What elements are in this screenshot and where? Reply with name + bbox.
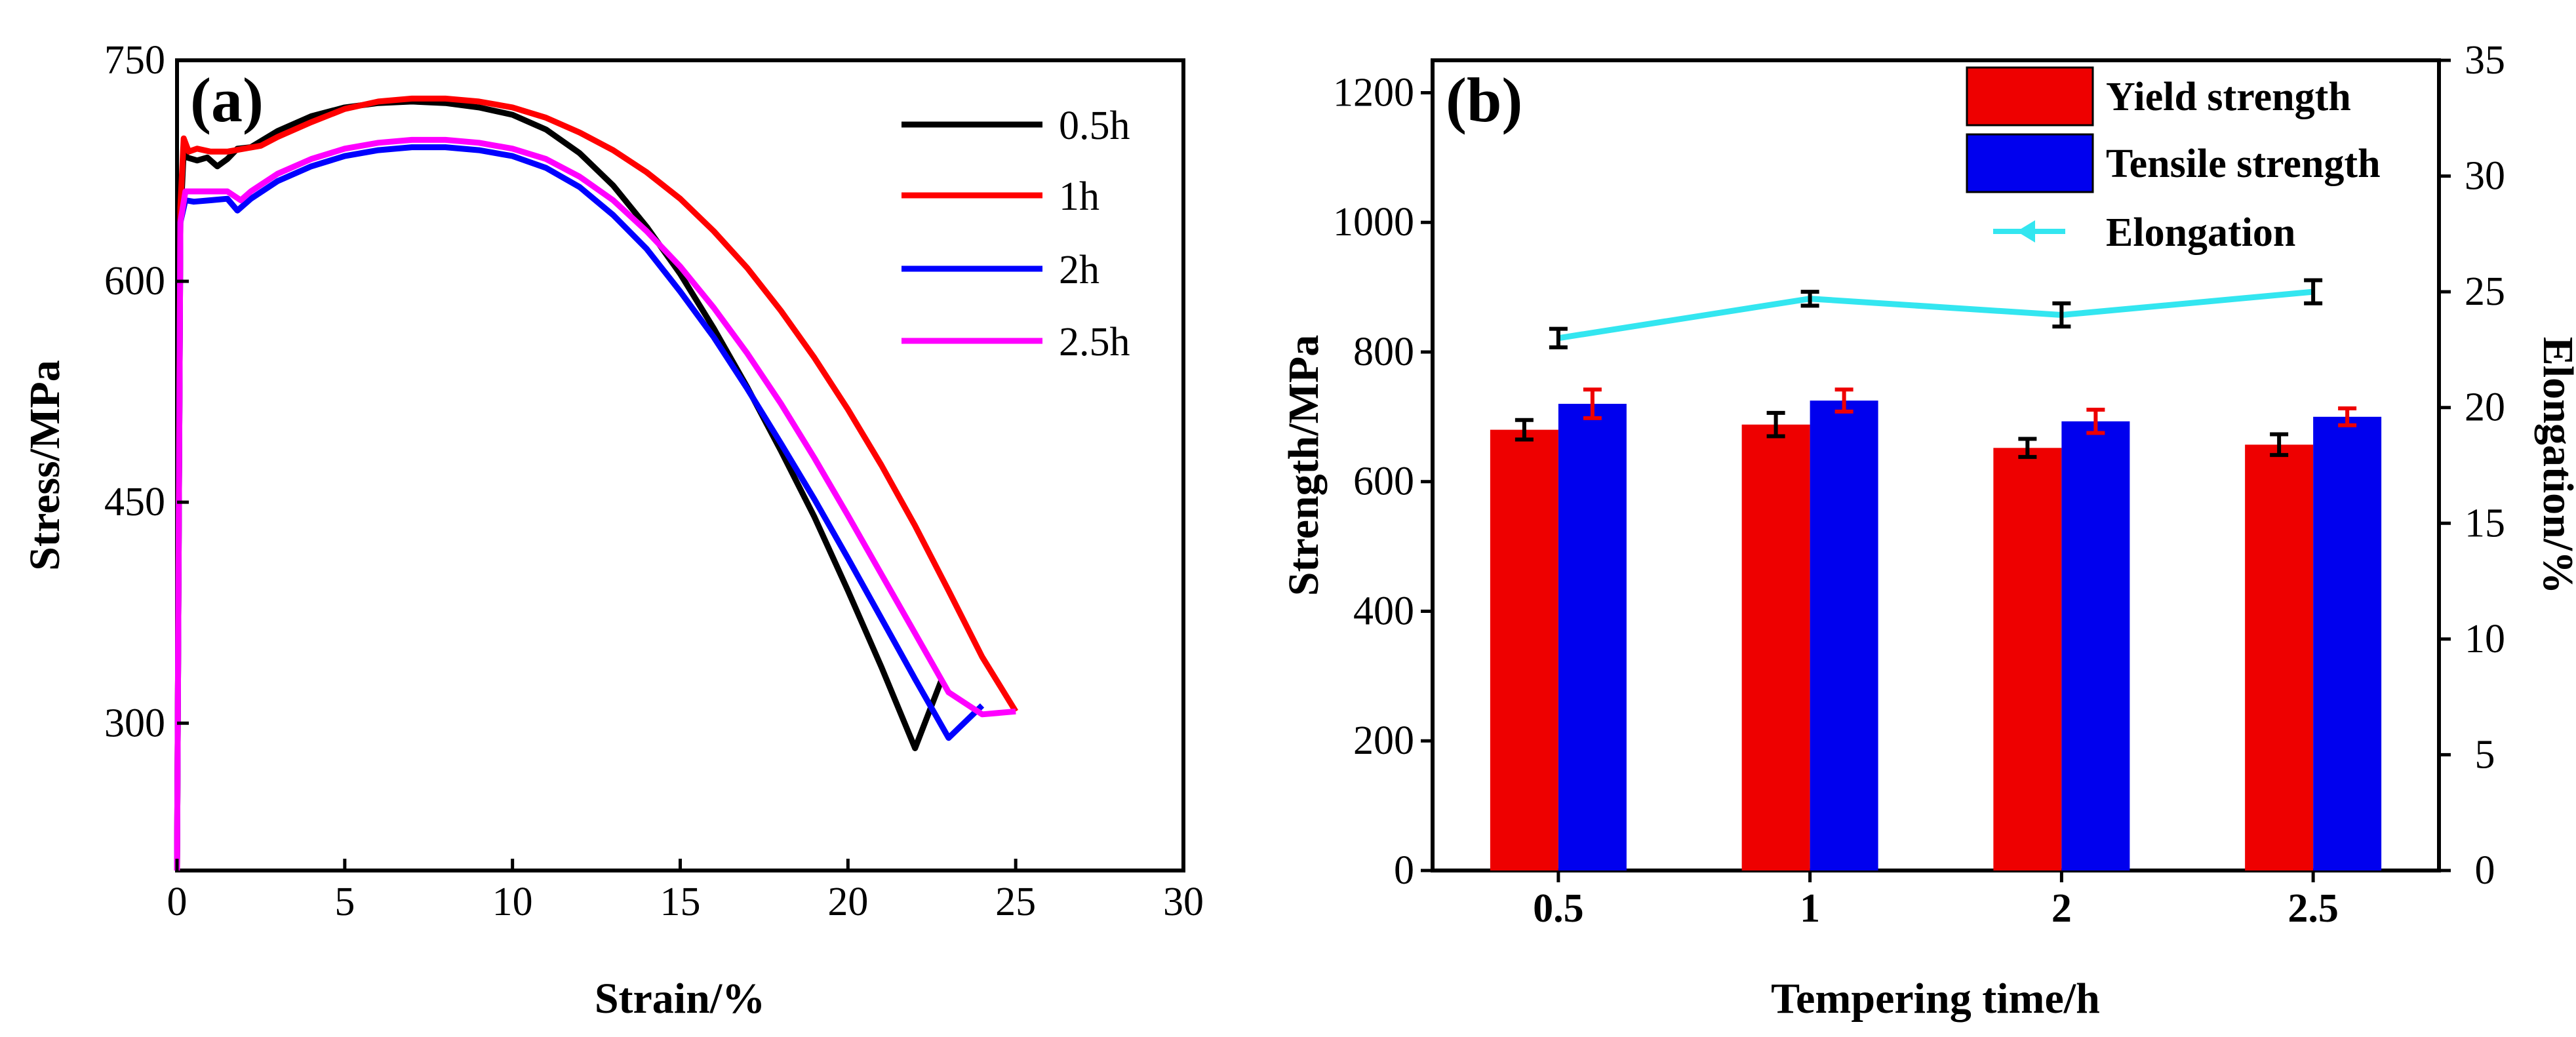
elongation-line	[1558, 288, 2314, 342]
y-tick-label: 400	[1353, 589, 1414, 633]
panel-b-y2-ticks: 0 5 10 15 20 25 30 35	[2439, 38, 2505, 893]
legend-label-tensile: Tensile strength	[2106, 142, 2381, 186]
panel-a-y-ticks: 300 450 600 750	[104, 38, 189, 745]
elongation-error-1	[1800, 290, 1819, 308]
bar-yield-strength-0-5	[1490, 429, 1558, 871]
legend-label-2h: 2h	[1059, 248, 1100, 292]
legend-swatch-yield	[1966, 66, 2094, 127]
bar-tensile-strength-2	[2061, 421, 2130, 871]
y-tick-label: 200	[1353, 718, 1414, 763]
panel-b-bars-group	[1490, 387, 2382, 871]
panel-a-label: (a)	[190, 65, 264, 135]
panel-a-legend: 0.5h 1h 2h 2.5h	[902, 104, 1130, 364]
error-bar-yield-strength-2	[2018, 437, 2037, 460]
x-tick-label: 2.5	[2288, 886, 2339, 931]
elongation-error-0-5	[1549, 326, 1568, 349]
x-tick-label: 25	[995, 880, 1036, 924]
panel-b-label: (b)	[1446, 65, 1522, 135]
error-bar-yield-strength-1	[1766, 410, 1785, 439]
series-line-2-5h	[174, 136, 1016, 871]
series-line-1h	[174, 95, 1019, 871]
x-tick-label: 2	[2051, 886, 2072, 931]
y2-tick-label: 5	[2475, 732, 2495, 777]
y-tick-label: 600	[1353, 460, 1414, 504]
legend-label-yield: Yield strength	[2106, 75, 2351, 119]
panel-b-legend: Yield strength Tensile strength Elongati…	[1966, 66, 2381, 255]
error-bar-tensile-strength-2	[2086, 407, 2105, 435]
bar-tensile-strength-0-5	[1558, 404, 1627, 871]
error-bar-yield-strength-0-5	[1515, 418, 1534, 442]
legend-swatch-tensile	[1966, 133, 2094, 193]
legend-label-1h: 1h	[1059, 174, 1100, 219]
panel-a-frame	[175, 58, 1185, 872]
elongation-error-2	[2052, 301, 2071, 329]
panel-a-x-ticks: 0 5 10 15 20 25 30	[167, 859, 1204, 924]
x-tick-label: 5	[334, 880, 355, 924]
y2-tick-label: 30	[2465, 154, 2505, 199]
panel-a-y-axis-label: Stress/MPa	[21, 360, 69, 570]
panel-b: 0.5 1 2 2.5 0 200 400 600 800 1000 1200 0 5 10 15 20 2…	[1280, 38, 2576, 1023]
y-tick-label: 800	[1353, 330, 1414, 374]
error-bar-tensile-strength-2-5	[2338, 406, 2357, 427]
y2-tick-label: 35	[2465, 38, 2505, 83]
x-tick-label: 0.5	[1533, 886, 1584, 931]
x-tick-label: 1	[1800, 886, 1820, 931]
bar-tensile-strength-2-5	[2313, 416, 2382, 871]
bar-yield-strength-1	[1741, 424, 1810, 871]
y2-tick-label: 25	[2465, 269, 2505, 314]
error-bar-tensile-strength-1	[1834, 387, 1853, 414]
y-tick-label: 450	[104, 480, 165, 524]
y-tick-label: 750	[104, 38, 165, 83]
panel-b-elongation-group	[1549, 278, 2323, 349]
elongation-error-2-5	[2304, 278, 2323, 305]
series-line-2h	[174, 144, 985, 871]
legend-label-elongation: Elongation	[2106, 210, 2295, 255]
x-tick-label: 0	[167, 880, 188, 924]
panel-b-x-ticks: 0.5 1 2 2.5	[1533, 871, 2339, 931]
y2-tick-label: 20	[2465, 385, 2505, 430]
panel-a-x-axis-label: Strain/%	[595, 975, 765, 1023]
legend-label-0-5h: 0.5h	[1059, 104, 1130, 148]
x-tick-label: 30	[1163, 880, 1204, 924]
error-bar-tensile-strength-0-5	[1583, 387, 1602, 420]
panel-b-y2-axis-label: Elongation/%	[2534, 337, 2576, 594]
error-bar-yield-strength-2-5	[2270, 432, 2289, 458]
panel-b-frame	[1431, 58, 2441, 872]
x-tick-label: 15	[660, 880, 701, 924]
y2-tick-label: 15	[2465, 501, 2505, 545]
y-tick-label: 600	[104, 259, 165, 303]
series-line-0-5h	[174, 98, 945, 871]
bar-yield-strength-2	[1993, 448, 2062, 871]
x-tick-label: 20	[827, 880, 868, 924]
y-tick-label: 1200	[1333, 70, 1414, 115]
panel-b-y-axis-label: Strength/MPa	[1280, 335, 1328, 596]
x-tick-label: 10	[492, 880, 533, 924]
panel-b-y-ticks: 0 200 400 600 800 1000 1200	[1333, 70, 1433, 893]
legend-label-2-5h: 2.5h	[1059, 320, 1130, 364]
legend-marker-elongation	[2017, 220, 2035, 243]
bar-tensile-strength-1	[1810, 401, 1878, 871]
panel-b-x-axis-label: Tempering time/h	[1771, 975, 2100, 1023]
y2-tick-label: 10	[2465, 617, 2505, 661]
y2-tick-label: 0	[2475, 848, 2495, 893]
panel-a: 0 5 10 15 20 25 30 300 450 600 750 (a) Strain/% S…	[21, 38, 1204, 1023]
panel-a-series-group	[174, 95, 1019, 871]
bar-yield-strength-2-5	[2245, 444, 2314, 871]
y-tick-label: 0	[1394, 848, 1414, 893]
y-tick-label: 1000	[1333, 200, 1414, 245]
y-tick-label: 300	[104, 701, 165, 745]
